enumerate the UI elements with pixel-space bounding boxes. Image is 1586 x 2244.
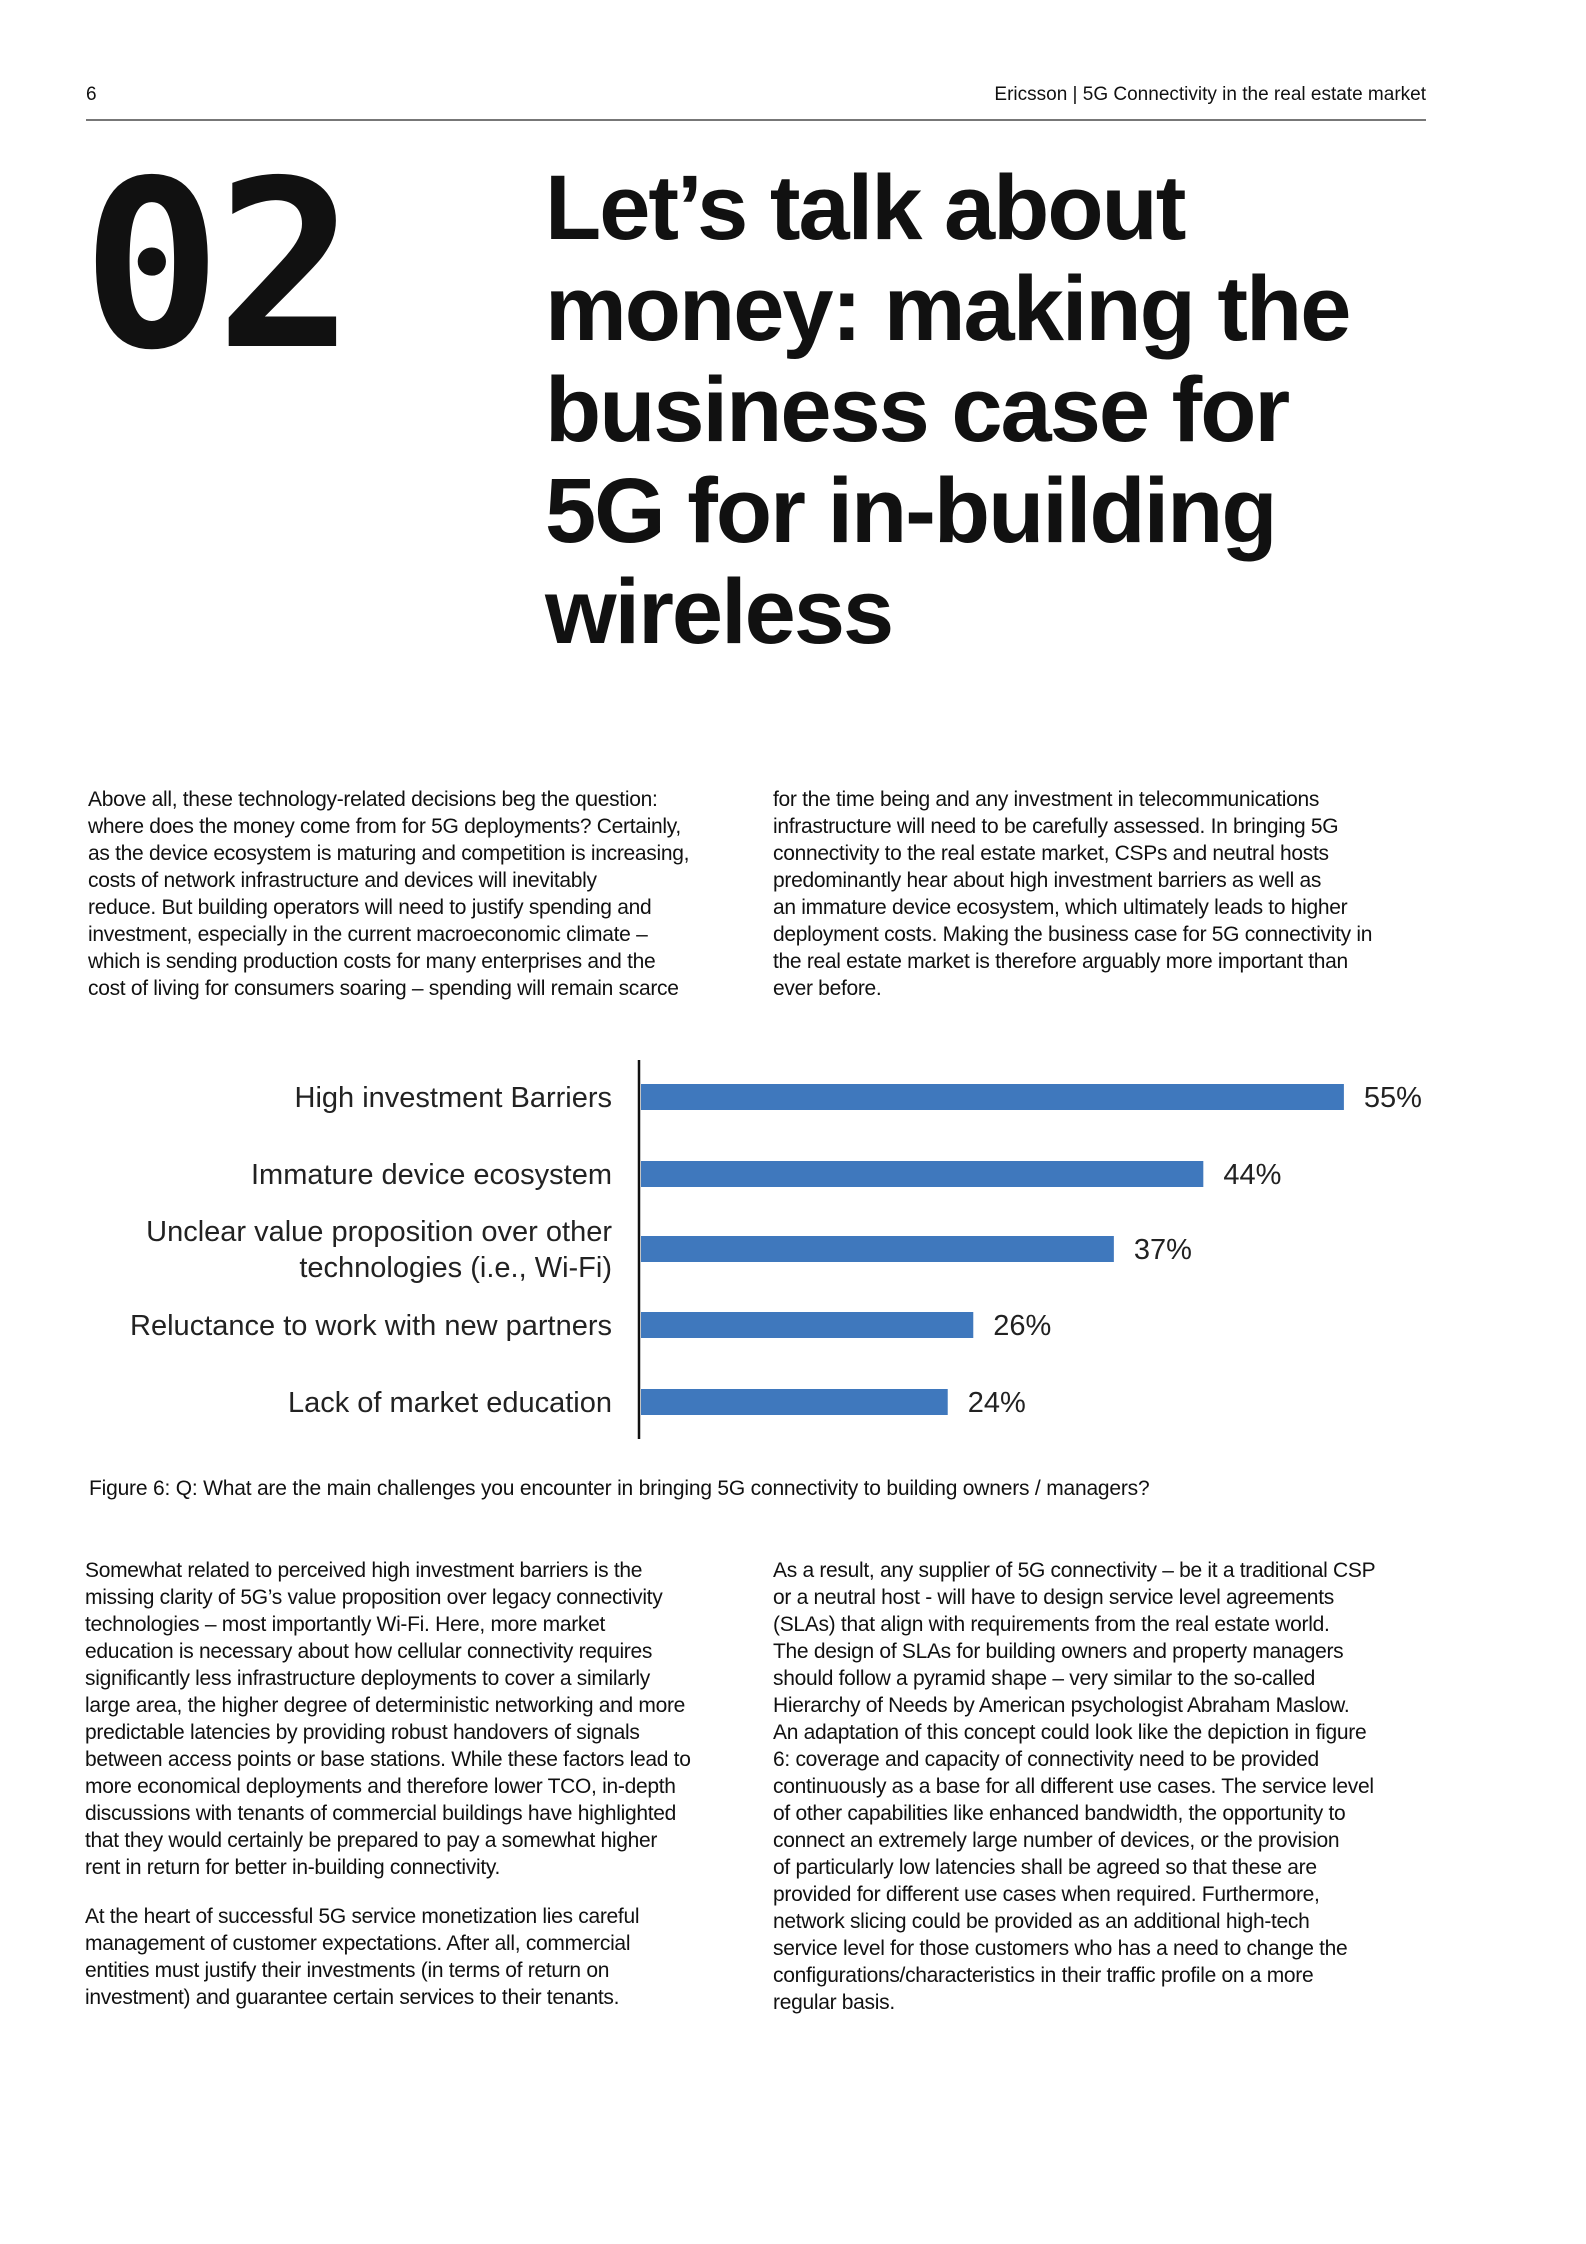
page-number: 6 — [86, 84, 97, 105]
bar — [641, 1236, 1114, 1262]
text-line: management of customer expectations. Aft… — [85, 1932, 631, 1955]
title-line: money: making the — [545, 258, 1351, 360]
data-label: 26% — [993, 1310, 1051, 1342]
header-rule — [86, 119, 1426, 121]
category-label: Immature device ecosystem — [251, 1159, 612, 1191]
bar — [641, 1161, 1204, 1187]
page-title: Let’s talk about money: making the busines… — [545, 157, 1351, 663]
text-line: of particularly low latencies shall be a… — [773, 1856, 1317, 1879]
text-line: technologies – most importantly Wi-Fi. H… — [85, 1613, 606, 1636]
text-line: rent in return for better in-building co… — [85, 1856, 501, 1879]
text-line: deployment costs. Making the business ca… — [773, 923, 1373, 946]
text-line: an immature device ecosystem, which ulti… — [773, 896, 1348, 919]
category-label: Unclear value proposition over other — [146, 1216, 612, 1248]
text-line: An adaptation of this concept could look… — [773, 1721, 1367, 1744]
intro-column-right: for the time being and any investment in… — [773, 786, 1372, 1002]
text-line: costs of network infrastructure and devi… — [88, 869, 597, 892]
text-line: reduce. But building operators will need… — [88, 896, 652, 919]
text-line: Somewhat related to perceived high inves… — [85, 1559, 643, 1582]
text-line: provided for different use cases when re… — [773, 1883, 1320, 1906]
chapter-number: 02 — [82, 131, 355, 401]
text-line: discussions with tenants of commercial b… — [85, 1802, 676, 1825]
text-line: connectivity to the real estate market, … — [773, 842, 1329, 865]
text-line: large area, the higher degree of determi… — [85, 1694, 686, 1717]
text-line: which is sending production costs for ma… — [88, 950, 656, 973]
text-line: configurations/characteristics in their … — [773, 1964, 1314, 1987]
text-line: predictable latencies by providing robus… — [85, 1721, 640, 1744]
paragraph: Somewhat related to perceived high inves… — [85, 1557, 691, 1881]
text-line: continuously as a base for all different… — [773, 1775, 1374, 1798]
text-line: connect an extremely large number of dev… — [773, 1829, 1340, 1852]
data-label: 44% — [1223, 1159, 1281, 1191]
text-line: significantly less infrastructure deploy… — [85, 1667, 650, 1690]
text-line: that they would certainly be prepared to… — [85, 1829, 658, 1852]
text-line: infrastructure will need to be carefully… — [773, 815, 1339, 838]
title-line: wireless — [545, 561, 894, 663]
text-line: The design of SLAs for building owners a… — [773, 1640, 1344, 1663]
text-line: between access points or base stations. … — [85, 1748, 691, 1771]
intro-column-left: Above all, these technology-related deci… — [88, 786, 689, 1002]
text-line: regular basis. — [773, 1991, 895, 2014]
text-line: Above all, these technology-related deci… — [88, 788, 658, 811]
text-line: 6: coverage and capacity of connectivity… — [773, 1748, 1319, 1771]
running-head: Ericsson | 5G Connectivity in the real e… — [994, 84, 1426, 105]
figure-caption: Figure 6: Q: What are the main challenge… — [89, 1477, 1150, 1500]
bar — [641, 1312, 974, 1338]
bar — [641, 1389, 948, 1415]
text-line: for the time being and any investment in… — [773, 788, 1320, 811]
text-line: of other capabilities like enhanced band… — [773, 1802, 1346, 1825]
text-line: investment, especially in the current ma… — [88, 923, 648, 946]
text-line: the real estate market is therefore argu… — [773, 950, 1348, 973]
text-line: education is necessary about how cellula… — [85, 1640, 653, 1663]
text-line: As a result, any supplier of 5G connecti… — [773, 1559, 1376, 1582]
text-line: as the device ecosystem is maturing and … — [88, 842, 690, 865]
title-line: Let’s talk about — [545, 157, 1186, 259]
text-line: cost of living for consumers soaring – s… — [88, 977, 679, 1000]
text-line: ever before. — [773, 977, 882, 1000]
text-line: service level for those customers who ha… — [773, 1937, 1348, 1960]
bar — [641, 1084, 1344, 1110]
text-line: where does the money come from for 5G de… — [88, 815, 681, 838]
text-line: or a neutral host - will have to design … — [773, 1586, 1334, 1609]
body-column-left: Somewhat related to perceived high inves… — [85, 1557, 691, 2033]
data-label: 55% — [1364, 1082, 1422, 1114]
text-line: Hierarchy of Needs by American psycholog… — [773, 1694, 1350, 1717]
text-line: At the heart of successful 5G service mo… — [85, 1905, 640, 1928]
data-label: 37% — [1134, 1234, 1192, 1266]
text-line: predominantly hear about high investment… — [773, 869, 1322, 892]
text-line: investment) and guarantee certain servic… — [85, 1986, 620, 2009]
text-line: should follow a pyramid shape – very sim… — [773, 1667, 1315, 1690]
body-column-right: As a result, any supplier of 5G connecti… — [773, 1557, 1376, 2038]
title-line: business case for — [545, 359, 1290, 461]
text-line: missing clarity of 5G’s value propositio… — [85, 1586, 663, 1609]
category-label: High investment Barriers — [295, 1082, 613, 1114]
category-label: Lack of market education — [288, 1387, 612, 1419]
paragraph: As a result, any supplier of 5G connecti… — [773, 1557, 1376, 2016]
data-label: 24% — [968, 1387, 1026, 1419]
text-line: network slicing could be provided as an … — [773, 1910, 1310, 1933]
paragraph: At the heart of successful 5G service mo… — [85, 1903, 691, 2011]
category-label: Reluctance to work with new partners — [130, 1310, 612, 1342]
text-line: entities must justify their investments … — [85, 1959, 610, 1982]
bar-chart: 55% High investment Barriers 44% Immature d… — [130, 1060, 1422, 1439]
text-line: more economical deployments and therefor… — [85, 1775, 676, 1798]
category-label: technologies (i.e., Wi-Fi) — [299, 1252, 612, 1284]
text-line: (SLAs) that align with requirements from… — [773, 1613, 1330, 1636]
title-line: 5G for in-building — [545, 460, 1278, 562]
